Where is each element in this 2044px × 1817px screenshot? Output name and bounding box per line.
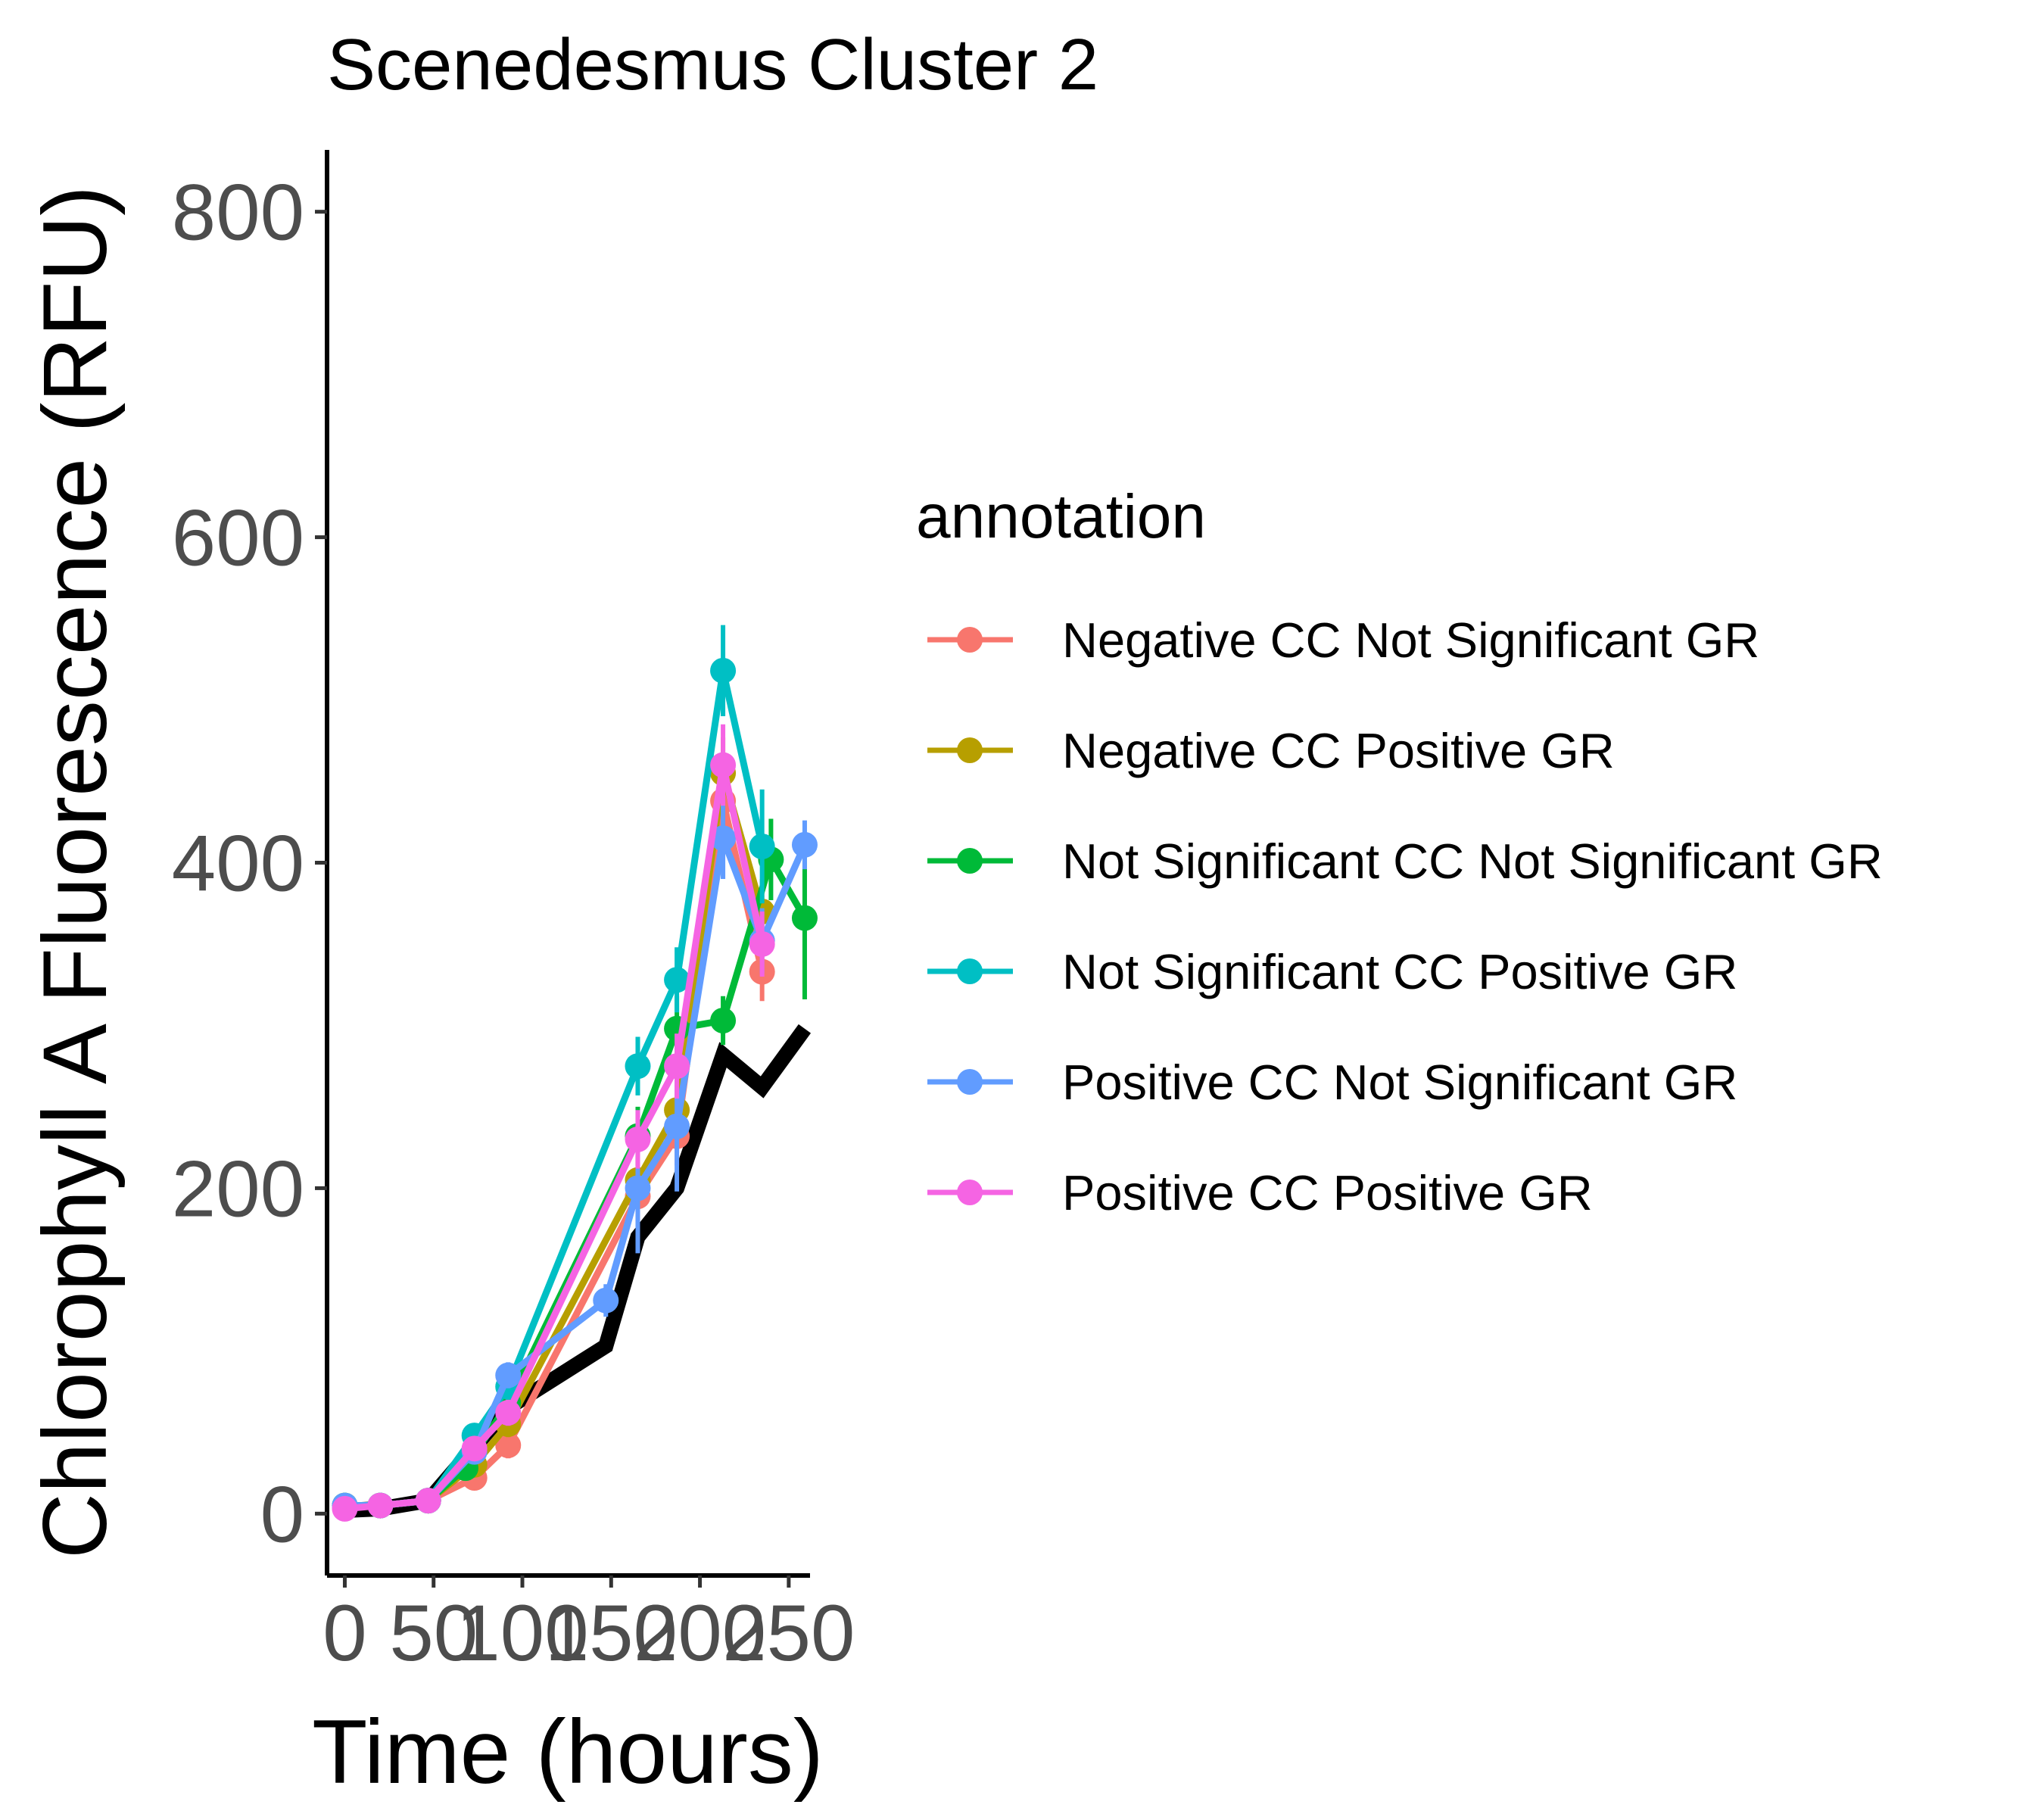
legend-key-point [957,848,983,874]
legend-label: Not Significant CC Positive GR [1062,944,1737,999]
legend-label: Negative CC Not Significant GR [1062,612,1759,668]
data-point [593,1287,619,1314]
y-tick-label: 400 [172,820,304,908]
legend-item: Not Significant CC Not Significant GR [927,834,1883,889]
x-tick-label: 150 [545,1589,678,1678]
legend-item: Not Significant CC Positive GR [927,944,1737,999]
data-point [625,1175,651,1201]
legend-key-point [957,958,983,984]
legend: annotation Negative CC Not Significant G… [916,482,1883,1220]
y-tick-label: 0 [260,1470,304,1559]
legend-key-point [957,627,983,653]
y-ticks: 0 200 400 600 800 [172,169,327,1559]
legend-items: Negative CC Not Significant GR Negative C… [927,612,1883,1220]
series-group [332,724,775,1522]
data-point [461,1435,488,1462]
chart-title: Scenedesmus Cluster 2 [327,24,1098,105]
data-point [495,1432,522,1459]
legend-item: Positive CC Not Significant GR [927,1055,1737,1110]
data-point [625,1053,651,1080]
data-point [749,930,775,957]
x-tick-label: 50 [389,1589,478,1678]
data-point [367,1492,394,1519]
legend-item: Negative CC Positive GR [927,723,1615,778]
data-point [710,657,737,684]
legend-label: Positive CC Positive GR [1062,1165,1593,1220]
legend-key-point [957,737,983,763]
y-tick-label: 200 [172,1145,304,1233]
legend-key-point [957,1180,983,1205]
data-point [495,1362,522,1388]
x-tick-label: 200 [634,1589,766,1678]
data-point [664,1053,690,1080]
series-line [344,824,809,1510]
x-tick-label: 100 [456,1589,588,1678]
y-tick-label: 600 [172,494,304,583]
data-point [332,1495,358,1522]
legend-item: Positive CC Positive GR [927,1165,1593,1220]
x-tick-label: 250 [722,1589,855,1678]
y-tick-label: 800 [172,169,304,257]
x-tick-label: 0 [322,1589,366,1678]
data-point [664,1113,690,1139]
data-point [749,834,775,860]
data-point [625,1126,651,1152]
data-point [710,1008,737,1034]
data-point [710,825,737,852]
legend-title: annotation [916,482,1206,551]
series-group [332,818,818,1519]
data-point [710,752,737,778]
data-point [791,831,818,858]
legend-label: Not Significant CC Not Significant GR [1062,834,1883,889]
data-point [791,905,818,931]
series-layer [332,625,818,1522]
data-point [495,1400,522,1426]
series-line [344,850,808,1510]
legend-item: Negative CC Not Significant GR [927,612,1759,668]
legend-key-point [957,1069,983,1095]
y-axis-title: Chlorophyll A Fluorescence (RFU) [24,185,126,1559]
legend-label: Negative CC Positive GR [1062,723,1615,778]
legend-label: Positive CC Not Significant GR [1062,1055,1737,1110]
x-axis-title: Time (hours) [312,1701,824,1803]
data-point [415,1488,441,1514]
data-point [664,967,690,993]
